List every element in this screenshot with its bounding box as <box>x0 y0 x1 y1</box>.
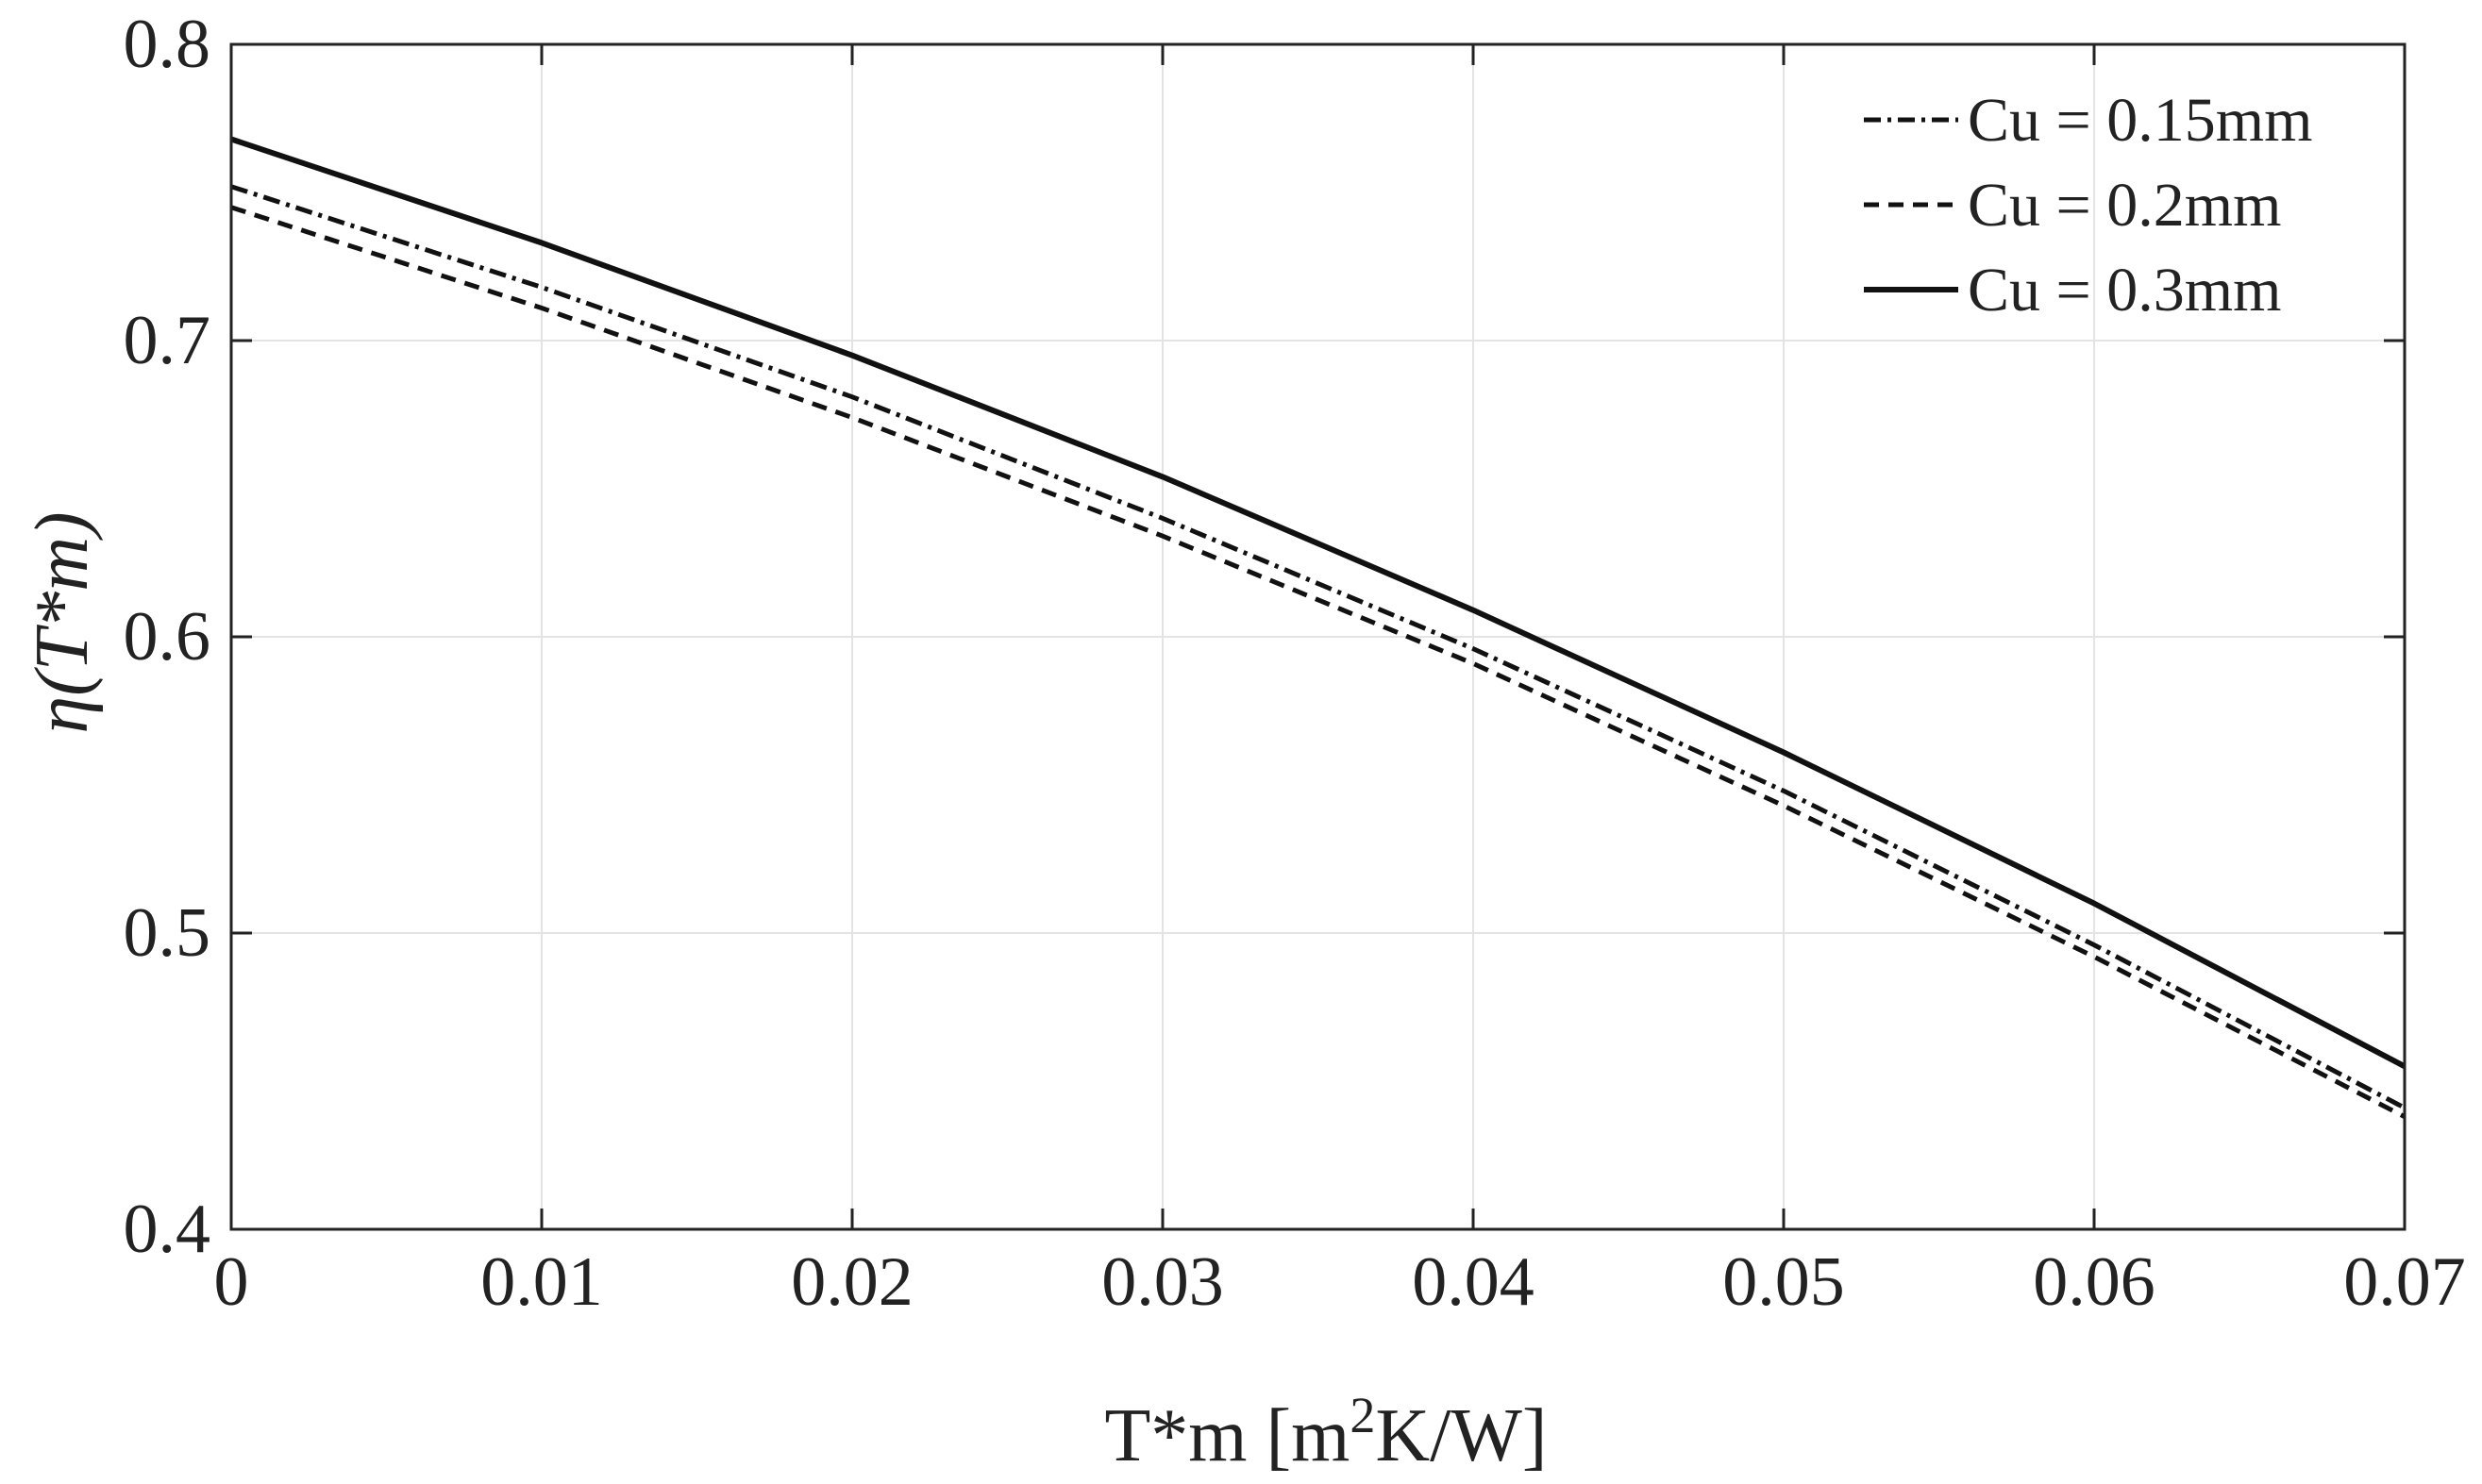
tick-marks <box>229 42 2407 1231</box>
y-tick-labels: 0.4 0.5 0.6 0.7 0.8 <box>124 6 211 1268</box>
y-tick-label: 0.5 <box>124 894 211 972</box>
x-tick-label: 0.01 <box>480 1243 603 1321</box>
legend-label-2: Cu = 0.2mm <box>1968 171 2281 240</box>
series-lines <box>230 136 2407 1119</box>
x-axis-label: T*m [m2K/W] <box>1104 1387 1547 1477</box>
y-tick-label: 0.8 <box>124 6 211 83</box>
series-line-1 <box>230 184 2407 1110</box>
x-tick-label: 0.03 <box>1101 1243 1224 1321</box>
x-tick-label: 0.02 <box>791 1243 914 1321</box>
legend-label-1: Cu = 0.15mm <box>1968 86 2312 155</box>
x-tick-label: 0.06 <box>2033 1243 2155 1321</box>
legend: Cu = 0.15mm Cu = 0.2mm Cu = 0.3mm <box>1864 86 2312 325</box>
y-tick-label: 0.4 <box>124 1191 211 1268</box>
y-tick-label: 0.6 <box>124 598 211 675</box>
x-tick-label: 0.05 <box>1722 1243 1845 1321</box>
x-tick-label: 0 <box>214 1243 249 1321</box>
y-tick-label: 0.7 <box>124 302 211 379</box>
legend-label-3: Cu = 0.3mm <box>1968 256 2281 325</box>
y-axis-label: η(T*m) <box>21 511 104 733</box>
x-tick-label: 0.04 <box>1412 1243 1534 1321</box>
series-line-2 <box>230 205 2407 1119</box>
x-tick-labels: 0 0.01 0.02 0.03 0.04 0.05 0.06 0.07 <box>214 1243 2466 1321</box>
series-line-3 <box>230 136 2407 1069</box>
x-tick-label: 0.07 <box>2343 1243 2466 1321</box>
